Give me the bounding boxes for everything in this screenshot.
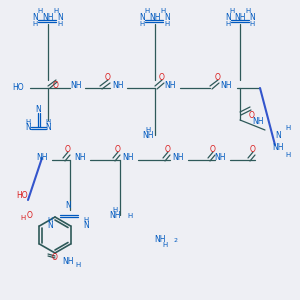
Text: NH: NH (252, 118, 264, 127)
Text: H: H (225, 21, 231, 27)
Text: N: N (164, 14, 170, 22)
Text: 2: 2 (173, 238, 177, 242)
Text: NH: NH (70, 80, 82, 89)
Text: N: N (32, 14, 38, 22)
Text: NH: NH (122, 154, 134, 163)
Text: N: N (35, 106, 41, 115)
Text: O: O (159, 74, 165, 82)
Text: H: H (47, 217, 52, 223)
Text: NH: NH (36, 154, 48, 163)
Text: H: H (45, 119, 51, 125)
Text: NH: NH (214, 154, 226, 163)
Text: N: N (57, 14, 63, 22)
Text: NH: NH (164, 80, 176, 89)
Text: O: O (210, 146, 216, 154)
Text: H: H (32, 21, 38, 27)
Text: NH: NH (112, 80, 124, 89)
Text: H: H (57, 21, 63, 27)
Text: N: N (47, 220, 53, 230)
Text: N: N (65, 200, 71, 209)
Text: NH: NH (74, 154, 86, 163)
Text: HO: HO (12, 83, 24, 92)
Text: H: H (128, 213, 133, 219)
Text: O: O (65, 146, 71, 154)
Text: H: H (140, 21, 145, 27)
Text: H: H (53, 8, 58, 14)
Text: N: N (45, 124, 51, 133)
Text: NH: NH (220, 80, 232, 89)
Text: N: N (83, 220, 89, 230)
Text: H: H (20, 215, 26, 221)
Text: O: O (250, 146, 256, 154)
Text: O: O (165, 146, 171, 154)
Text: NH: NH (172, 154, 184, 163)
Text: N: N (249, 14, 255, 22)
Text: HO: HO (16, 190, 28, 200)
Text: O: O (215, 74, 221, 82)
Text: H: H (285, 152, 291, 158)
Text: N: N (225, 14, 231, 22)
Text: H: H (162, 242, 168, 248)
Text: NH: NH (272, 143, 284, 152)
Text: N: N (139, 14, 145, 22)
Text: O: O (115, 146, 121, 154)
Text: N: N (275, 130, 281, 140)
Text: H: H (285, 125, 291, 131)
Text: H: H (83, 217, 88, 223)
Text: NH: NH (234, 14, 246, 22)
Text: NH: NH (149, 14, 161, 22)
Text: NH: NH (42, 14, 54, 22)
Text: H: H (26, 119, 31, 125)
Text: H: H (112, 207, 118, 213)
Text: H: H (146, 127, 151, 133)
Text: H: H (230, 8, 235, 14)
Text: H: H (75, 262, 81, 268)
Text: O: O (105, 74, 111, 82)
Text: H: H (160, 8, 166, 14)
Text: NH: NH (109, 212, 121, 220)
Text: H: H (245, 8, 250, 14)
Text: NH: NH (154, 236, 166, 244)
Text: H: H (249, 21, 255, 27)
Text: H: H (144, 8, 150, 14)
Text: H: H (38, 8, 43, 14)
Text: O: O (52, 254, 58, 262)
Text: NH: NH (142, 131, 154, 140)
Text: N: N (25, 124, 31, 133)
Text: H: H (164, 21, 169, 27)
Text: NH: NH (62, 257, 74, 266)
Text: O: O (27, 211, 33, 220)
Text: O: O (53, 80, 59, 89)
Text: O: O (249, 110, 255, 119)
